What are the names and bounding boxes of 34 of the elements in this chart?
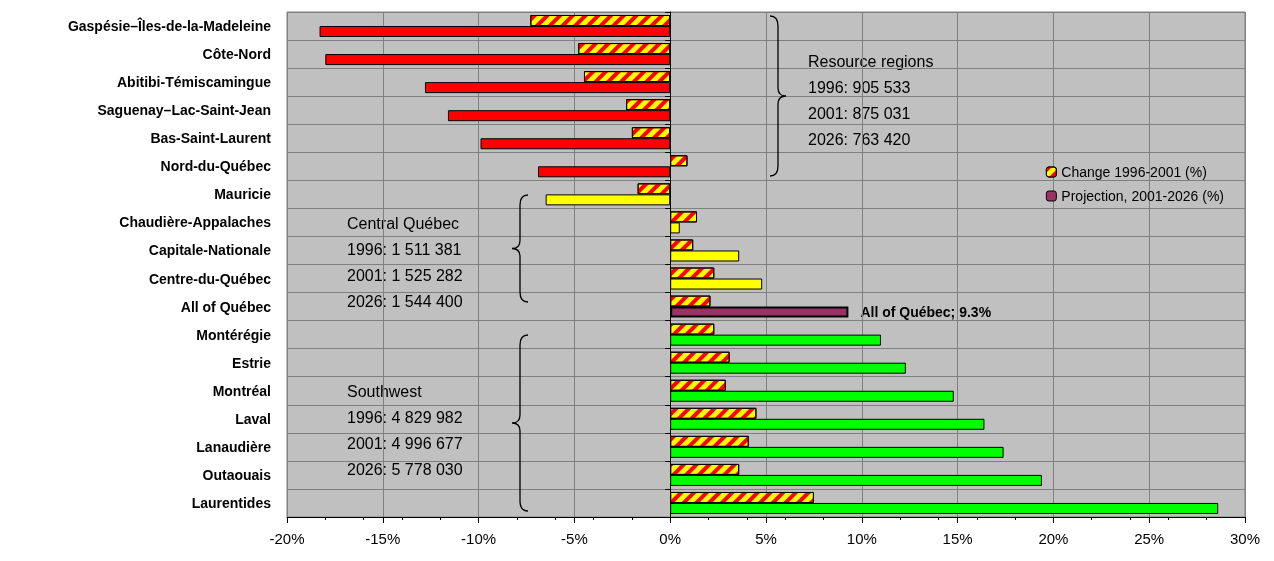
x-tick-label: 5% [755,530,777,547]
y-tick-label: Laval [235,410,271,427]
y-tick-label: Outaouais [202,466,272,483]
y-tick-label: Estrie [232,354,272,371]
x-tick-label: -15% [365,530,401,547]
y-tick-label: Abitibi-Témiscamingue [116,74,272,91]
y-tick-label: Saguenay–Lac-Saint-Jean [97,102,271,119]
y-tick-label: Chaudière-Appalaches [119,214,272,231]
y-tick-label: Montréal [212,382,271,399]
x-tick-label: 0% [659,530,682,547]
y-tick-label: Bas-Saint-Laurent [150,130,272,147]
x-tick-label: 30% [1229,530,1261,547]
x-tick-label: 10% [846,530,877,547]
y-tick-label: Lanaudière [196,438,272,455]
annotation: Southwest 1996: 4 829 982 2001: 4 996 677 2026: 5 778 030 [347,382,463,478]
annotation: Central Québec 1996: 1 511 381 2001: 1 525 282 2026: 1 544 400 [347,214,463,310]
legend-label: Change 1996-2001 (%) [1061,164,1207,180]
x-tick-label: 15% [942,530,973,547]
legend-label: Projection, 2001-2026 (%) [1061,188,1225,204]
x-tick-label: 25% [1134,530,1165,547]
x-tick-label: -5% [561,530,588,547]
x-tick-label: 20% [1038,530,1069,547]
y-tick-label: Mauricie [214,186,272,203]
y-tick-label: Côte-Nord [202,46,271,63]
y-tick-label: Montérégie [196,326,272,343]
x-tick-label: -10% [461,530,497,547]
y-tick-label: Gaspésie–Îles-de-la-Madeleine [67,17,272,35]
y-tick-label: Laurentides [191,494,272,511]
y-tick-label: Nord-du-Québec [160,158,272,175]
x-tick-label: -20% [269,530,305,547]
y-tick-label: Centre-du-Québec [148,270,272,287]
y-tick-label: All of Québec [180,298,272,315]
y-tick-label: Capitale-Nationale [148,242,272,259]
annotation: Resource regions 1996: 905 533 2001: 875 031 2026: 763 420 [808,52,934,148]
